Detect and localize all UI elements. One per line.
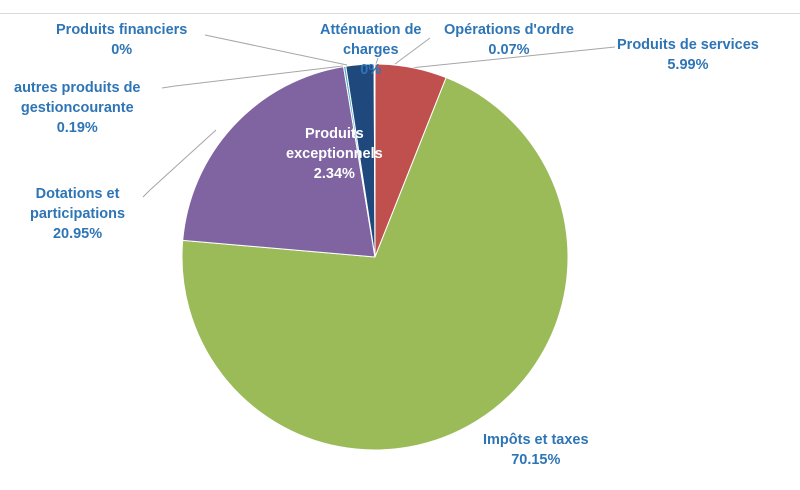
- label-percent: 0.19%: [56, 120, 98, 136]
- label-produits-de-services: Produits de services 5.99%: [617, 35, 759, 75]
- label-percent: 0.07%: [488, 42, 530, 58]
- label-produits-financiers: Produits financiers 0%: [56, 20, 187, 60]
- label-name-line1: Produits: [304, 126, 364, 142]
- leader-line-3: [161, 65, 344, 89]
- label-name: Opérations d'ordre: [444, 22, 574, 38]
- pie-slices: [181, 63, 569, 451]
- pie-slice-7: [373, 63, 376, 258]
- pie-slice-2: [182, 66, 376, 258]
- label-name-line1: Atténuation de: [320, 22, 422, 38]
- label-name-line1: autres produits de: [14, 80, 141, 96]
- label-percent: 2.34%: [313, 166, 355, 182]
- label-name-line2: participations: [30, 206, 126, 222]
- top-border: [0, 13, 800, 14]
- label-percent: 70.15%: [511, 452, 561, 468]
- label-name-line2: gestioncourante: [20, 100, 134, 116]
- label-percent: 20.95%: [52, 226, 103, 242]
- label-percent: 5.99%: [667, 57, 709, 73]
- leader-lines: [142, 34, 616, 198]
- label-name-line1: Dotations et: [35, 186, 120, 202]
- label-operations-d-ordre: Opérations d'ordre 0.07%: [444, 20, 574, 60]
- label-name: Produits de services: [617, 37, 759, 53]
- label-percent: 0%: [111, 42, 133, 58]
- label-produits-exceptionnels: Produits exceptionnels 2.34%: [286, 124, 383, 184]
- leader-line-2: [142, 129, 217, 198]
- leader-line-4: [204, 34, 348, 66]
- label-percent: 0%: [360, 62, 382, 78]
- label-attenuation-de-charges: Atténuation de charges 0%: [320, 20, 422, 80]
- label-autres-produits-de-gestioncourante: autres produits de gestioncourante 0.19%: [14, 78, 141, 138]
- label-name-line2: charges: [342, 42, 399, 58]
- label-impots-et-taxes: Impôts et taxes 70.15%: [483, 430, 589, 470]
- label-name: Produits financiers: [56, 22, 188, 38]
- leader-line-6: [375, 57, 379, 65]
- leader-line-0: [409, 46, 616, 69]
- pie-slice-1: [181, 76, 569, 451]
- label-name-line2: exceptionnels: [286, 146, 383, 162]
- label-name: Impôts et taxes: [483, 432, 589, 448]
- label-dotations-et-participations: Dotations et participations 20.95%: [30, 184, 125, 244]
- leader-line-7: [394, 37, 431, 65]
